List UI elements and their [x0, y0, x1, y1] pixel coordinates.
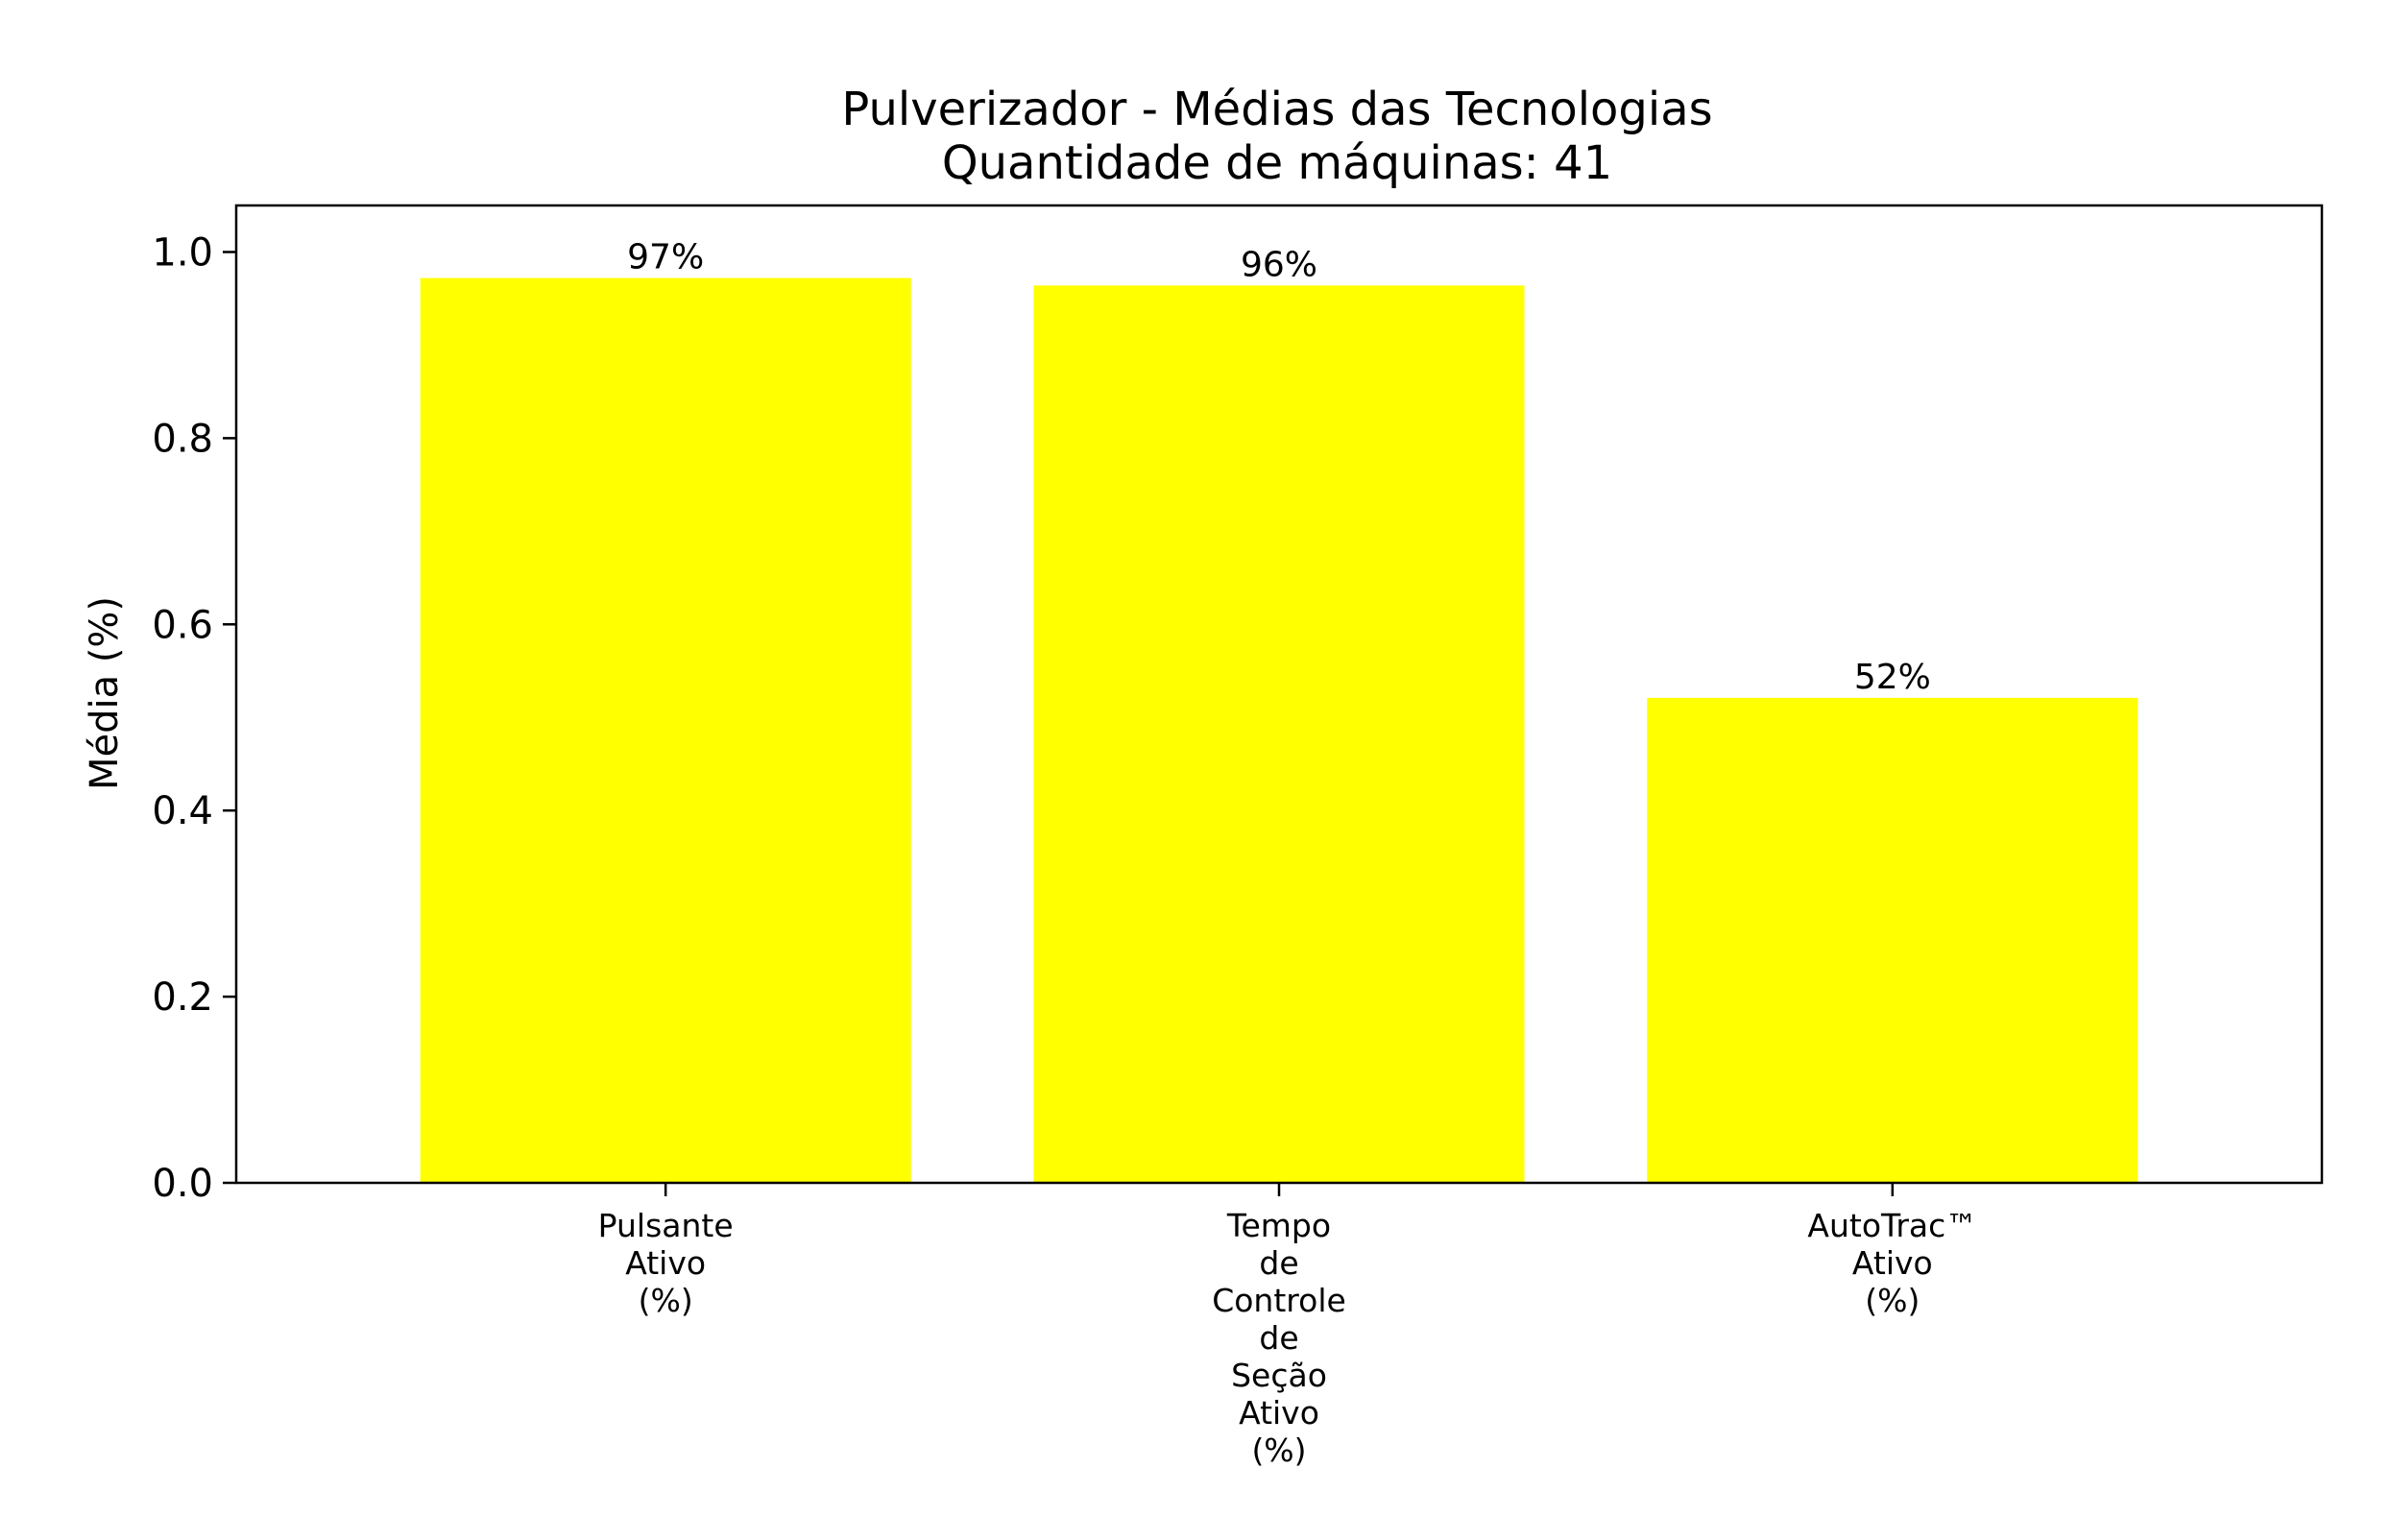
data-label-2: 52% [1854, 658, 1931, 697]
bars-layer [420, 277, 2138, 1184]
axes-layer: 0.00.20.40.60.81.0PulsanteAtivo(%)Tempod… [152, 204, 2324, 1469]
x-tick-label-line: Pulsante [598, 1207, 734, 1244]
y-tick-label-2: 0.4 [152, 789, 213, 833]
data-label-1: 96% [1241, 245, 1317, 284]
chart-subtitle: Quantidade de máquinas: 41 [942, 136, 1612, 190]
y-tick-label-3: 0.6 [152, 603, 213, 647]
x-tick-label-line: Ativo [1239, 1394, 1319, 1432]
x-tick-label-line: Ativo [625, 1244, 706, 1282]
y-tick-label-5: 1.0 [152, 230, 213, 275]
bar-2 [1647, 697, 2138, 1183]
bar-0 [420, 277, 911, 1183]
chart-title: Pulverizador - Médias das Tecnologias [841, 83, 1712, 136]
y-axis-label: Média (%) [83, 596, 127, 790]
y-tick-label-0: 0.0 [152, 1162, 213, 1206]
x-tick-label-line: de [1259, 1244, 1298, 1282]
x-tick-label-line: (%) [639, 1282, 693, 1319]
y-tick-label-4: 0.8 [152, 417, 213, 461]
x-tick-label-line: Tempo [1226, 1207, 1331, 1244]
bar-1 [1033, 285, 1525, 1184]
data-labels-layer: 97% 96% 52% [627, 238, 1931, 697]
data-label-0: 97% [627, 238, 704, 277]
x-tick-label-line: (%) [1865, 1282, 1920, 1319]
x-tick-label-line: (%) [1251, 1432, 1306, 1469]
x-tick-label-line: Ativo [1852, 1244, 1933, 1282]
x-tick-label-line: Controle [1212, 1282, 1346, 1319]
x-tick-label-line: AutoTrac™ [1807, 1207, 1977, 1244]
x-tick-label-line: de [1259, 1319, 1298, 1357]
x-tick-label-line: Seção [1231, 1357, 1327, 1394]
y-tick-label-1: 0.2 [152, 975, 213, 1020]
